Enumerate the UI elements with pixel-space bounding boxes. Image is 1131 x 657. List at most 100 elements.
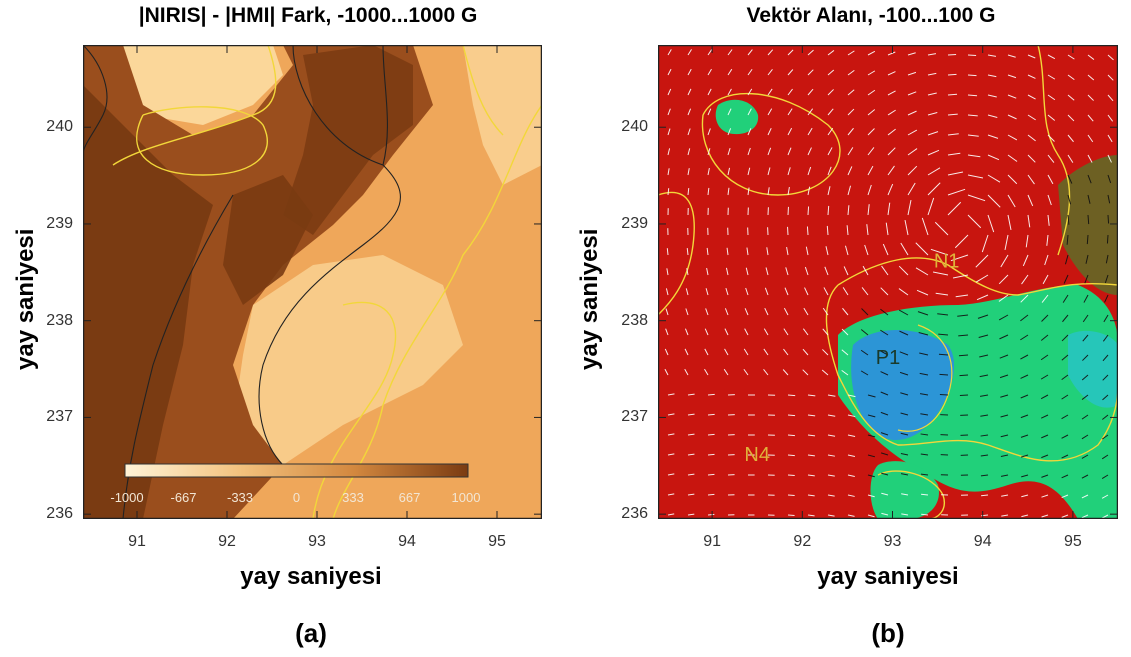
b-positive-region bbox=[870, 461, 939, 519]
b-vector-arrow bbox=[841, 349, 849, 356]
b-vector-arrow bbox=[919, 372, 929, 376]
b-vector-arrow bbox=[887, 202, 891, 216]
b-vector-arrow bbox=[727, 88, 732, 96]
b-vector-arrow bbox=[1081, 474, 1089, 479]
b-vector-arrow bbox=[747, 187, 750, 196]
a-xtick-label: 94 bbox=[398, 533, 416, 550]
b-vector-arrow bbox=[898, 265, 909, 276]
b-vector-arrow bbox=[947, 171, 964, 176]
b-vector-arrow bbox=[844, 245, 849, 256]
b-vector-arrow bbox=[847, 50, 855, 56]
b-vector-arrow bbox=[744, 328, 749, 336]
b-vector-arrow bbox=[847, 394, 856, 398]
b-vector-arrow bbox=[1007, 214, 1012, 231]
b-vector-arrow bbox=[1067, 154, 1074, 163]
b-vector-arrow bbox=[1103, 314, 1109, 323]
b-vector-arrow bbox=[843, 266, 849, 276]
b-vector-arrow bbox=[867, 165, 874, 176]
b-vector-arrow bbox=[1041, 294, 1049, 303]
b-vector-arrow bbox=[998, 274, 1009, 285]
b-vector-arrow bbox=[867, 109, 876, 116]
b-vector-arrow bbox=[744, 308, 749, 316]
b-vector-arrow bbox=[967, 94, 978, 97]
b-vector-arrow bbox=[727, 68, 733, 76]
b-vector-arrow bbox=[1001, 494, 1009, 497]
b-vector-arrow bbox=[687, 128, 691, 136]
b-vector-arrow bbox=[687, 473, 695, 476]
b-vector-arrow bbox=[987, 194, 1001, 208]
b-vector-arrow bbox=[821, 369, 829, 376]
a-colorbar bbox=[124, 463, 469, 478]
b-vector-arrow bbox=[860, 329, 869, 336]
b-vector-arrow bbox=[664, 348, 669, 356]
b-vector-arrow bbox=[955, 294, 969, 298]
b-vector-arrow bbox=[921, 217, 929, 236]
a-dark-region bbox=[83, 85, 213, 519]
b-vector-arrow bbox=[999, 334, 1009, 340]
b-vector-arrow bbox=[1061, 494, 1069, 499]
b-vector-arrow bbox=[1081, 394, 1089, 400]
a-colorbar-tick-label: -1000 bbox=[110, 490, 143, 505]
a-colorbar-tick-label: -333 bbox=[227, 490, 253, 505]
b-vector-arrow bbox=[1101, 474, 1109, 479]
b-vector-arrow bbox=[900, 242, 909, 256]
b-vector-arrow bbox=[915, 242, 929, 256]
b-vector-arrow bbox=[927, 72, 937, 76]
b-vector-arrow bbox=[862, 265, 869, 276]
b-vector-arrow bbox=[787, 474, 795, 477]
b-vector-arrow bbox=[727, 147, 731, 156]
b-vector-arrow bbox=[666, 248, 669, 256]
b-vector-arrow bbox=[1105, 254, 1109, 264]
b-vector-arrow bbox=[1067, 194, 1072, 205]
b-vector-arrow bbox=[687, 68, 692, 76]
b-vector-arrow bbox=[1101, 494, 1109, 499]
a-colorbar-tick-label: 333 bbox=[342, 490, 364, 505]
b-vector-arrow bbox=[667, 188, 670, 196]
b-vector-arrow bbox=[1104, 274, 1109, 284]
b-vector-arrow bbox=[727, 128, 732, 136]
b-vector-arrow bbox=[706, 267, 709, 276]
b-vector-arrow bbox=[967, 174, 984, 179]
b-vector-arrow bbox=[783, 307, 789, 316]
a-dark-region bbox=[223, 175, 313, 305]
b-vector-arrow bbox=[687, 393, 695, 396]
b-vector-arrow bbox=[898, 288, 909, 296]
b-strong-positive-region bbox=[1068, 330, 1118, 408]
b-vector-arrow bbox=[1087, 214, 1090, 225]
b-vector-arrow bbox=[1081, 454, 1089, 459]
b-vector-arrow bbox=[1021, 274, 1029, 285]
b-vector-arrow bbox=[1040, 374, 1049, 380]
b-vector-arrow bbox=[1040, 334, 1049, 341]
b-vector-arrow bbox=[1082, 334, 1089, 342]
b-vector-arrow bbox=[1047, 94, 1056, 101]
b-xtick-label: 94 bbox=[973, 533, 992, 550]
b-vector-arrow bbox=[847, 185, 852, 196]
b-vector-arrow bbox=[860, 370, 869, 376]
b-vector-arrow bbox=[667, 493, 675, 496]
b-vector-arrow bbox=[1046, 234, 1049, 246]
b-vector-arrow bbox=[841, 328, 849, 336]
b-vector-arrow bbox=[1087, 194, 1091, 204]
b-vector-arrow bbox=[967, 194, 986, 202]
a-contour-yellow bbox=[136, 106, 269, 176]
b-vector-arrow bbox=[763, 328, 769, 336]
b-vector-arrow bbox=[1007, 114, 1017, 120]
b-vector-arrow bbox=[907, 148, 918, 156]
a-dark-region bbox=[283, 45, 413, 235]
a-light-region bbox=[233, 255, 463, 465]
b-vector-arrow bbox=[1081, 514, 1089, 519]
b-vector-arrow bbox=[999, 354, 1009, 359]
b-vector-arrow bbox=[1101, 434, 1109, 440]
b-vector-arrow bbox=[846, 225, 849, 236]
b-vector-arrow bbox=[927, 111, 938, 116]
b-vector-arrow bbox=[887, 165, 895, 176]
b-vector-arrow bbox=[787, 69, 794, 76]
b-vector-arrow bbox=[907, 71, 917, 76]
b-vector-arrow bbox=[1020, 374, 1029, 379]
b-vector-arrow bbox=[687, 168, 690, 176]
b-vector-arrow bbox=[880, 350, 889, 356]
b-vector-arrow bbox=[866, 224, 869, 236]
b-vector-arrow bbox=[1047, 114, 1056, 121]
b-xtick-label: 93 bbox=[883, 533, 902, 550]
b-vector-arrow bbox=[1087, 54, 1095, 60]
